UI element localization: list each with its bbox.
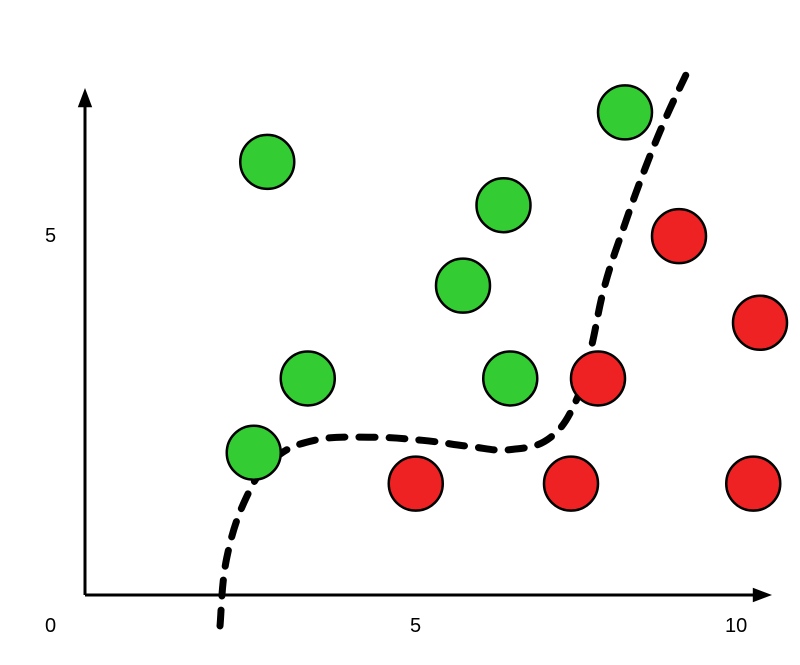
x-tick-label: 5: [410, 615, 421, 638]
point-green-6: [598, 85, 652, 139]
point-green-2: [227, 426, 281, 480]
x-axis-arrowhead: [753, 588, 772, 602]
point-green-0: [240, 135, 294, 189]
point-red-5: [733, 296, 787, 350]
point-red-4: [652, 209, 706, 263]
point-green-3: [436, 259, 490, 313]
point-red-3: [571, 351, 625, 405]
classification-scatter-chart: 0 5 10 5: [0, 0, 800, 665]
y-tick-label: 5: [45, 225, 56, 248]
y-axis-arrowhead: [78, 88, 92, 107]
point-red-1: [544, 457, 598, 511]
chart-svg: [0, 0, 800, 665]
x-tick-label: 10: [725, 615, 747, 638]
x-tick-label: 0: [45, 615, 56, 638]
point-red-2: [726, 457, 780, 511]
point-red-0: [389, 457, 443, 511]
point-green-5: [483, 351, 537, 405]
point-green-1: [281, 351, 335, 405]
point-green-4: [477, 178, 531, 232]
